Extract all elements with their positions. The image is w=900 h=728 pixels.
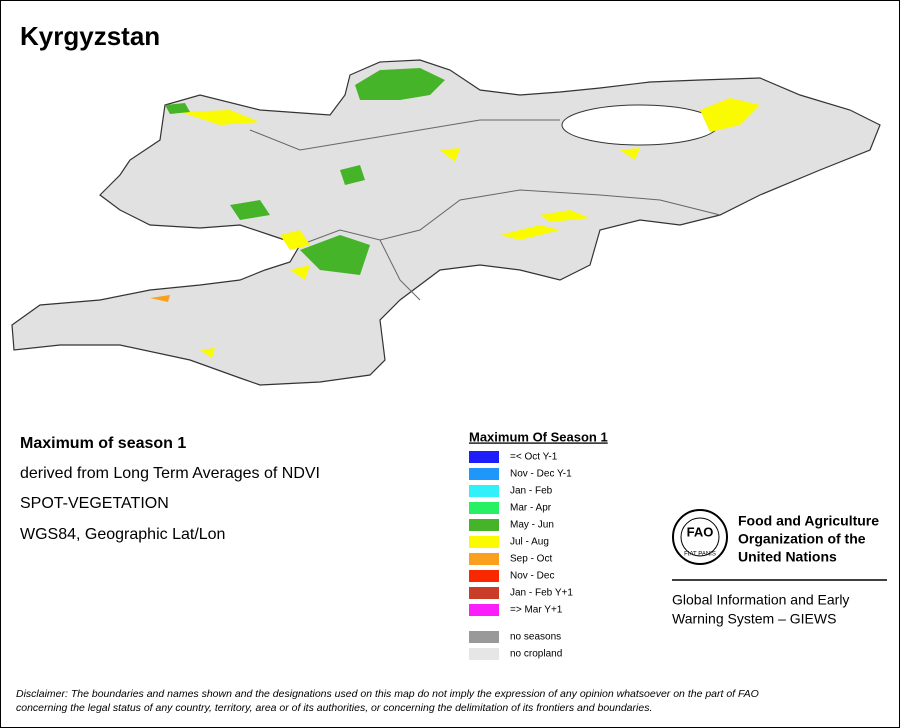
legend-swatch [469,468,499,480]
system-name: Global Information and Early [672,592,849,608]
legend-label: Jan - Feb [510,486,553,497]
legend-label: Jan - Feb Y+1 [510,588,573,599]
legend-label: =< Oct Y-1 [510,452,558,463]
legend-swatch [469,536,499,548]
legend-swatch [469,485,499,497]
legend-label: May - Jun [510,520,554,531]
legend-label: Jul - Aug [510,537,549,548]
org-name: Food and Agriculture [738,513,879,529]
legend-swatch [469,587,499,599]
org-name: United Nations [738,549,837,565]
legend-label: no seasons [510,632,561,643]
legend-swatch [469,451,499,463]
legend-label: no cropland [510,649,562,660]
crop-patches [150,68,760,358]
info-line: derived from Long Term Averages of NDVI [20,465,320,482]
info-line: Maximum of season 1 [20,435,186,452]
legend-label: Nov - Dec Y-1 [510,469,572,480]
disclaimer: Disclaimer: The boundaries and names sho… [16,688,759,700]
lake [561,104,719,146]
legend-swatch [469,570,499,582]
org-name: Organization of the [738,531,866,547]
fao-emblem [672,509,728,565]
legend-swatch [469,553,499,565]
region-boundary [299,189,721,246]
legend-title: Maximum Of Season 1 [469,429,608,444]
map-title: Kyrgyzstan [20,21,160,51]
emblem-text: FAO [687,524,714,539]
region-boundary [249,119,560,151]
legend-swatch [469,502,499,514]
system-name: Warning System – GIEWS [672,611,836,627]
legend-label: Nov - Dec [510,571,554,582]
legend-swatch [469,519,499,531]
region-boundary [379,239,421,301]
legend-label: Mar - Apr [510,503,552,514]
legend-swatch [469,631,499,643]
emblem-motto: FIAT PANIS [684,552,716,558]
legend-label: => Mar Y+1 [510,605,563,616]
info-line: WGS84, Geographic Lat/Lon [20,526,225,543]
disclaimer: concerning the legal status of any count… [16,702,652,714]
legend-swatch [469,604,499,616]
info-line: SPOT-VEGETATION [20,495,169,512]
legend-swatch [469,648,499,660]
legend-label: Sep - Oct [510,554,552,565]
